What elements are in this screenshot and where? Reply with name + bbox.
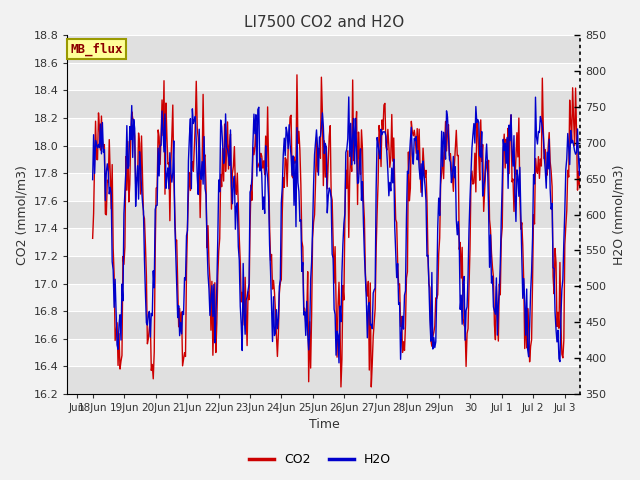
Bar	[67, 91, 580, 118]
Bar	[67, 63, 580, 91]
Y-axis label: H2O (mmol/m3): H2O (mmol/m3)	[612, 164, 625, 265]
Legend: CO2, H2O: CO2, H2O	[244, 448, 396, 471]
Bar	[67, 145, 580, 173]
X-axis label: Time: Time	[308, 419, 339, 432]
Bar	[67, 118, 580, 145]
Title: LI7500 CO2 and H2O: LI7500 CO2 and H2O	[244, 15, 404, 30]
Bar	[67, 256, 580, 284]
Bar	[67, 36, 580, 63]
Bar	[67, 311, 580, 339]
Bar	[67, 339, 580, 366]
Bar	[67, 284, 580, 311]
Bar	[67, 201, 580, 228]
Bar	[67, 366, 580, 394]
Bar	[67, 228, 580, 256]
Bar	[67, 173, 580, 201]
Text: MB_flux: MB_flux	[70, 43, 122, 56]
Y-axis label: CO2 (mmol/m3): CO2 (mmol/m3)	[15, 165, 28, 264]
